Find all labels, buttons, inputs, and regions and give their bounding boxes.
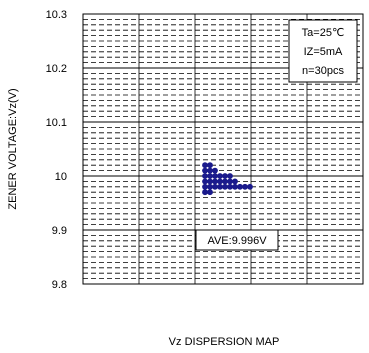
data-point [222, 178, 228, 185]
data-point [217, 173, 223, 179]
average-box: AVE:9.996V [195, 229, 279, 251]
y-axis-label: ZENER VOLTAGE:Vz(V) [7, 88, 19, 209]
data-point [217, 183, 223, 190]
data-point [237, 183, 243, 190]
data-point [202, 178, 208, 185]
data-point [207, 167, 213, 174]
data-point [247, 183, 253, 190]
data-point [227, 183, 233, 190]
y-tick-label: 10.3 [46, 9, 67, 21]
data-point [202, 173, 208, 179]
y-tick-label: 10 [55, 171, 67, 183]
y-tick-label: 9.9 [52, 225, 67, 237]
data-point [212, 167, 218, 174]
condition-current: IZ=5mA [304, 46, 343, 58]
condition-sample-count: n=30pcs [302, 65, 344, 77]
data-point [202, 162, 208, 169]
plot-frame [82, 13, 364, 285]
data-point [222, 173, 228, 179]
condition-temperature: Ta=25℃ [302, 27, 345, 39]
data-points [202, 162, 253, 196]
y-tick-label: 10.1 [46, 117, 67, 129]
conditions-box: Ta=25℃ IZ=5mA n=30pcs [288, 19, 358, 83]
data-point [222, 183, 228, 190]
data-point [212, 173, 218, 179]
data-point [207, 189, 213, 196]
y-tick-label: 10.2 [46, 63, 67, 75]
data-point [207, 162, 213, 169]
data-point [212, 178, 218, 185]
y-tick-label: 9.8 [52, 279, 67, 291]
y-axis-ticks: 10.3 10.2 10.1 10 9.9 9.8 [46, 9, 67, 291]
data-point [202, 189, 208, 196]
data-point [227, 173, 233, 179]
data-point [202, 167, 208, 174]
data-point [207, 173, 213, 179]
data-point [207, 183, 213, 190]
average-label: AVE:9.996V [207, 235, 267, 247]
data-point [242, 183, 248, 190]
data-point [207, 178, 213, 185]
data-point [202, 183, 208, 190]
data-point [217, 178, 223, 185]
data-point [212, 183, 218, 190]
data-point [227, 178, 233, 185]
data-point [232, 178, 238, 185]
chart-caption: Vz DISPERSION MAP [169, 336, 280, 348]
data-point [232, 183, 238, 190]
